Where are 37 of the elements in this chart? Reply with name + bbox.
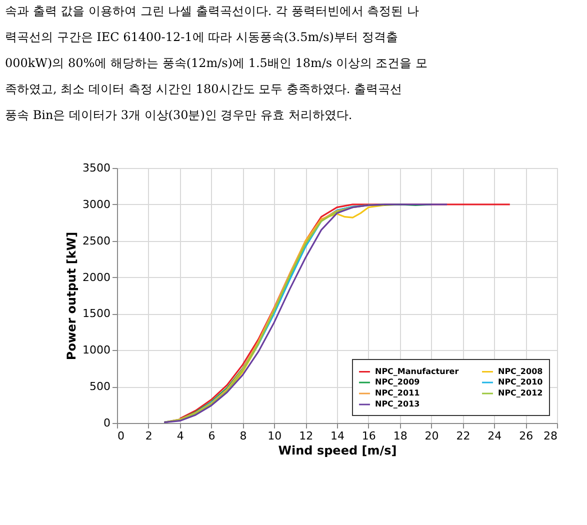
x-axis-title: Wind speed [m/s] <box>278 444 397 458</box>
x-tick-label: 16 <box>362 430 376 442</box>
legend-label: NPC_2013 <box>375 400 420 408</box>
x-tick-label: 0 <box>118 430 124 442</box>
legend-label: NPC_2008 <box>498 366 544 376</box>
legend-label: NPC_2011 <box>375 388 420 398</box>
legend-label: NPC_2012 <box>498 388 543 398</box>
y-tick-label: 3000 <box>82 198 110 211</box>
text: 족하였고, 최소 데이터 측정 시간인 180시간도 모두 충족하였다. 출력곡선 <box>5 82 402 96</box>
x-tick-label: 28 <box>544 430 558 442</box>
text: 풍속 Bin은 데이터가 3개 이상(30분)인 경우만 유효 처리하였다. <box>5 108 352 122</box>
text: 속과 출력 값을 이용하여 그린 나셀 출력곡선이다. 각 풍력터빈에서 측정된 나 <box>5 4 419 18</box>
x-tick-label: 20 <box>424 430 439 442</box>
x-tick-label: 4 <box>176 430 184 442</box>
x-tick-label: 12 <box>299 430 314 442</box>
x-tick-label: 22 <box>456 430 470 442</box>
legend-label: NPC_Manufacturer <box>375 366 459 376</box>
x-tick-label: 8 <box>240 430 247 442</box>
text: 000kW)의 80%에 해당하는 풍속(12m/s)에 1.5배인 18m/s 이상의 조건을 모 <box>5 56 428 70</box>
y-tick-label: 1000 <box>82 344 110 357</box>
x-tick-label: 26 <box>519 430 534 442</box>
x-tick-label: 18 <box>393 430 408 442</box>
y-tick-label: 0 <box>104 416 110 430</box>
legend-label: NPC_2010 <box>498 378 544 386</box>
x-tick-label: 10 <box>268 430 282 442</box>
legend-label: NPC_2009 <box>375 378 420 386</box>
x-tick-label: 6 <box>208 430 216 442</box>
x-tick-label: 2 <box>145 430 152 442</box>
y-tick-label: 500 <box>90 380 110 394</box>
text: 력곡선의 구간은 IEC 61400-12-1에 따라 시동풍속(3.5m/s)부터 정격출 <box>5 30 398 44</box>
x-tick-label: 24 <box>488 430 502 442</box>
y-tick-label: 3500 <box>82 162 110 174</box>
y-tick-label: 2000 <box>82 270 110 284</box>
x-tick-label: 14 <box>330 430 344 442</box>
y-axis-title: Power output [kW] <box>64 232 79 360</box>
y-tick-label: 1500 <box>82 307 110 320</box>
y-tick-label: 2500 <box>82 234 110 248</box>
